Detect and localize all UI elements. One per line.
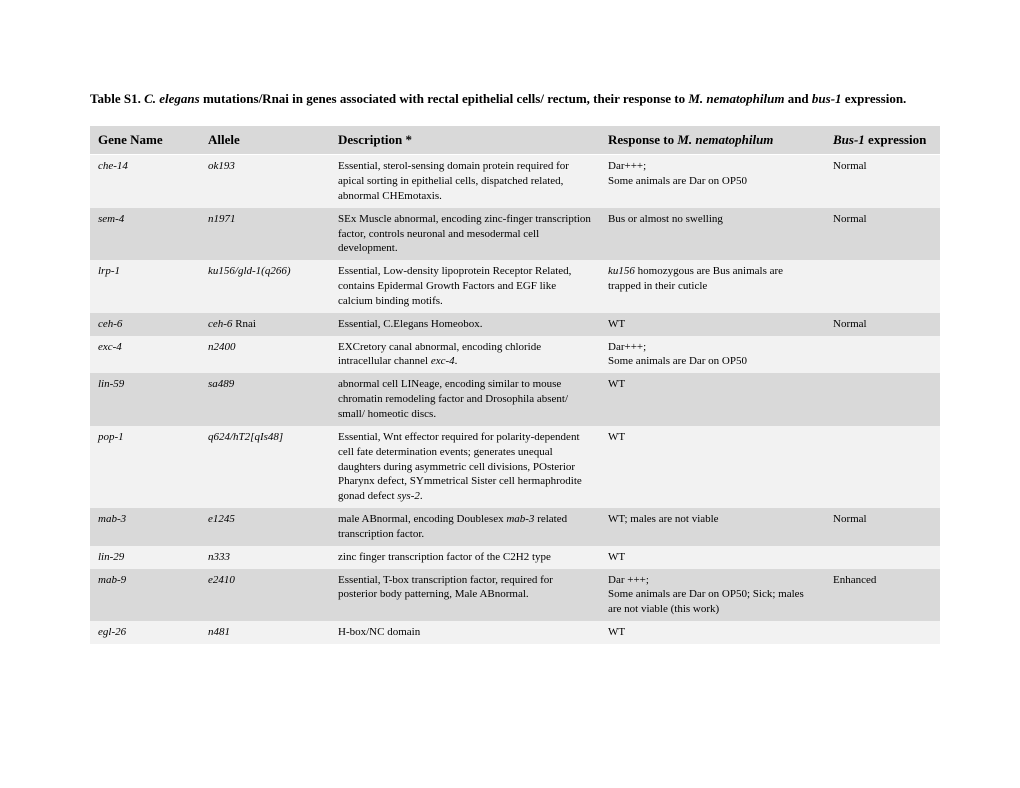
table-row: mab-3e1245male ABnormal, encoding Double… (90, 508, 940, 546)
cell-description: EXCretory canal abnormal, encoding chlor… (330, 336, 600, 374)
cell-bus: Normal (825, 155, 940, 208)
cell-response: Dar+++;Some animals are Dar on OP50 (600, 155, 825, 208)
cell-description: Essential, Wnt effector required for pol… (330, 426, 600, 508)
cell-allele: n2400 (200, 336, 330, 374)
cell-response: WT (600, 426, 825, 508)
table-row: ceh-6ceh-6 RnaiEssential, C.Elegans Home… (90, 313, 940, 336)
cell-bus: Normal (825, 313, 940, 336)
cell-response: WT (600, 546, 825, 569)
cell-description: SEx Muscle abnormal, encoding zinc-finge… (330, 208, 600, 261)
cell-bus: Enhanced (825, 569, 940, 622)
title-p7: expression. (842, 91, 907, 106)
title-p5: and (784, 91, 811, 106)
table-title: Table S1. C. elegans mutations/Rnai in g… (90, 90, 930, 108)
header-allele: Allele (200, 126, 330, 155)
cell-allele: q624/hT2[qIs48] (200, 426, 330, 508)
header-bus-italic: Bus-1 (833, 132, 865, 147)
cell-description: zinc finger transcription factor of the … (330, 546, 600, 569)
cell-bus (825, 621, 940, 644)
cell-description: Essential, T-box transcription factor, r… (330, 569, 600, 622)
table-row: exc-4n2400EXCretory canal abnormal, enco… (90, 336, 940, 374)
title-p3: mutations/Rnai in genes associated with … (200, 91, 689, 106)
cell-description: Essential, sterol-sensing domain protein… (330, 155, 600, 208)
cell-description: Essential, Low-density lipoprotein Recep… (330, 260, 600, 313)
header-response-italic: M. nematophilum (677, 132, 773, 147)
cell-gene: pop-1 (90, 426, 200, 508)
header-bus-post: expression (865, 132, 927, 147)
cell-bus: Normal (825, 508, 940, 546)
cell-allele: n1971 (200, 208, 330, 261)
cell-allele: n333 (200, 546, 330, 569)
cell-gene: lrp-1 (90, 260, 200, 313)
cell-bus (825, 260, 940, 313)
header-response-pre: Response to (608, 132, 677, 147)
cell-response: Dar+++;Some animals are Dar on OP50 (600, 336, 825, 374)
cell-response: WT (600, 373, 825, 426)
header-gene: Gene Name (90, 126, 200, 155)
cell-description: Essential, C.Elegans Homeobox. (330, 313, 600, 336)
header-bus: Bus-1 expression (825, 126, 940, 155)
cell-response: ku156 homozygous are Bus animals are tra… (600, 260, 825, 313)
cell-allele: ku156/gld-1(q266) (200, 260, 330, 313)
table-row: lin-59 sa489abnormal cell LINeage, encod… (90, 373, 940, 426)
cell-allele: ceh-6 Rnai (200, 313, 330, 336)
table-row: sem-4n1971SEx Muscle abnormal, encoding … (90, 208, 940, 261)
title-p1: Table S1. (90, 91, 144, 106)
cell-gene: egl-26 (90, 621, 200, 644)
cell-response: Bus or almost no swelling (600, 208, 825, 261)
cell-gene: mab-3 (90, 508, 200, 546)
cell-description: male ABnormal, encoding Doublesex mab-3 … (330, 508, 600, 546)
cell-bus (825, 426, 940, 508)
cell-allele: sa489 (200, 373, 330, 426)
cell-description: H-box/NC domain (330, 621, 600, 644)
cell-bus (825, 373, 940, 426)
cell-allele: e1245 (200, 508, 330, 546)
cell-response: WT (600, 313, 825, 336)
cell-bus (825, 546, 940, 569)
header-response: Response to M. nematophilum (600, 126, 825, 155)
cell-description: abnormal cell LINeage, encoding similar … (330, 373, 600, 426)
cell-allele: e2410 (200, 569, 330, 622)
table-row: egl-26n481H-box/NC domainWT (90, 621, 940, 644)
header-row: Gene Name Allele Description * Response … (90, 126, 940, 155)
title-p6: bus-1 (812, 91, 842, 106)
cell-gene: sem-4 (90, 208, 200, 261)
cell-gene: mab-9 (90, 569, 200, 622)
cell-response: WT (600, 621, 825, 644)
cell-response: Dar +++;Some animals are Dar on OP50; Si… (600, 569, 825, 622)
table-row: lin-29n333zinc finger transcription fact… (90, 546, 940, 569)
cell-gene: exc-4 (90, 336, 200, 374)
table-row: che-14 ok193Essential, sterol-sensing do… (90, 155, 940, 208)
table-row: mab-9e2410Essential, T-box transcription… (90, 569, 940, 622)
cell-gene: che-14 (90, 155, 200, 208)
table-row: lrp-1ku156/gld-1(q266)Essential, Low-den… (90, 260, 940, 313)
cell-allele: n481 (200, 621, 330, 644)
title-p2: C. elegans (144, 91, 200, 106)
title-p4: M. nematophilum (688, 91, 784, 106)
cell-gene: ceh-6 (90, 313, 200, 336)
table-row: pop-1q624/hT2[qIs48]Essential, Wnt effec… (90, 426, 940, 508)
data-table: Gene Name Allele Description * Response … (90, 126, 940, 644)
cell-response: WT; males are not viable (600, 508, 825, 546)
cell-bus: Normal (825, 208, 940, 261)
cell-gene: lin-59 (90, 373, 200, 426)
header-description: Description * (330, 126, 600, 155)
cell-gene: lin-29 (90, 546, 200, 569)
cell-bus (825, 336, 940, 374)
cell-allele: ok193 (200, 155, 330, 208)
